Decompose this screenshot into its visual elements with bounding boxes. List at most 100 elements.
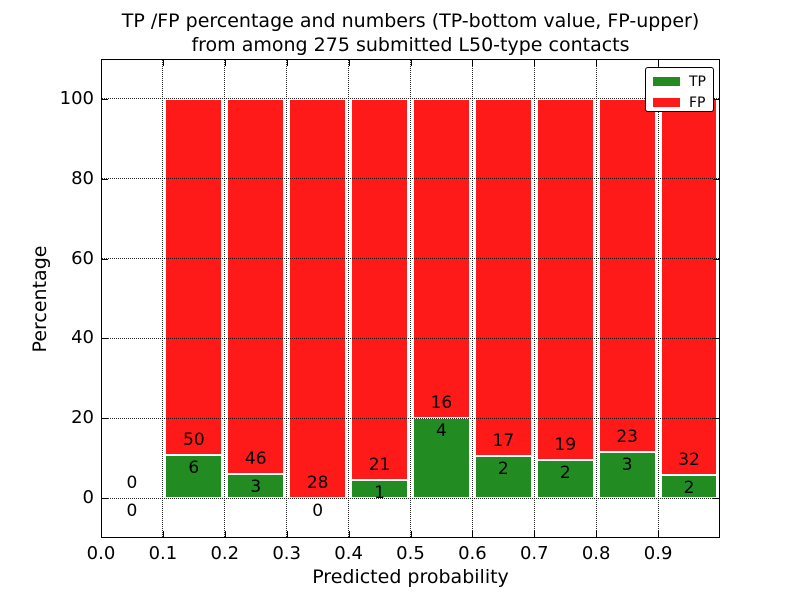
fp-count-3: 28	[306, 473, 329, 494]
y-tick-right-100	[713, 98, 719, 100]
tp-bar-9	[660, 474, 718, 499]
x-tick-bottom-0.3	[286, 531, 288, 537]
tp-count-6: 2	[497, 459, 509, 480]
x-tick-top-0.2	[224, 60, 226, 66]
x-tick-top-0.4	[348, 60, 350, 66]
fp-bar-2	[227, 98, 285, 474]
y-tick-label-20: 20	[71, 407, 94, 429]
x-tick-top-0.3	[286, 60, 288, 66]
y-tick-right-0	[713, 498, 719, 500]
x-tick-bottom-0.4	[348, 531, 350, 537]
y-tick-left-0	[102, 498, 108, 500]
y-tick-label-40: 40	[71, 327, 94, 349]
tp-count-2: 3	[250, 476, 262, 497]
y-tick-left-80	[102, 178, 108, 180]
x-tick-top-0.8	[596, 60, 598, 66]
tp-count-9: 2	[683, 477, 695, 498]
y-tick-left-60	[102, 258, 108, 260]
x-tick-label-0.1: 0.1	[148, 543, 178, 564]
fp-bar-7	[536, 98, 594, 461]
x-tick-top-0.7	[534, 60, 536, 66]
fp-count-9: 32	[678, 449, 700, 470]
legend-label-fp: FP	[689, 94, 706, 111]
tp-bar-7	[536, 460, 594, 499]
x-tick-label-0.5: 0.5	[396, 543, 425, 564]
chart-title-line1: TP /FP percentage and numbers (TP-bottom…	[121, 10, 700, 32]
x-gridline-0.5	[410, 60, 411, 537]
tp-count-4: 1	[374, 482, 385, 503]
x-axis-label: Predicted probability	[312, 566, 509, 588]
x-tick-bottom-0.9	[658, 531, 660, 537]
tp-bar-4	[351, 479, 408, 499]
y-tick-right-80	[713, 178, 719, 180]
fp-swatch-icon	[653, 98, 680, 107]
fp-count-1: 50	[183, 430, 205, 451]
x-tick-top-0.6	[472, 60, 474, 66]
x-tick-label-0.3: 0.3	[272, 543, 301, 564]
y-tick-label-60: 60	[71, 247, 94, 269]
x-tick-bottom-0.0	[101, 531, 102, 537]
chart-title-line2: from among 275 submitted L50-type contac…	[191, 34, 630, 56]
x-gridline-0.1	[162, 60, 164, 537]
tp-bar-2	[227, 473, 285, 499]
tp-bar-8	[598, 452, 656, 499]
y-tick-right-40	[713, 338, 719, 340]
y-tick-right-60	[713, 258, 719, 260]
fp-bar-1	[165, 98, 223, 456]
fp-count-4: 21	[368, 454, 391, 475]
x-gridline-0.8	[595, 60, 597, 537]
x-gridline-0.2	[224, 60, 226, 537]
tp-bar-6	[474, 456, 532, 499]
tp-count-0: 0	[126, 501, 138, 522]
y-tick-label-100: 100	[59, 87, 94, 109]
x-tick-bottom-0.5	[410, 531, 412, 537]
legend-label-tp: TP	[689, 73, 706, 90]
fp-bar-3	[289, 98, 347, 499]
x-tick-bottom-0.1	[162, 531, 164, 537]
chart-title: TP /FP percentage and numbers (TP-bottom…	[101, 9, 720, 57]
x-tick-bottom-0.6	[472, 531, 474, 537]
y-tick-left-40	[102, 338, 108, 340]
x-tick-label-0.4: 0.4	[334, 543, 363, 564]
tp-swatch-icon	[653, 77, 680, 86]
tp-count-8: 3	[621, 455, 633, 476]
x-gridline-0.7	[533, 60, 535, 537]
fp-bar-4	[351, 98, 408, 480]
x-tick-label-0.9: 0.9	[643, 543, 673, 564]
tp-count-5: 4	[436, 421, 447, 442]
fp-count-6: 17	[492, 431, 515, 452]
x-gridline-0.3	[286, 60, 288, 537]
x-gridline-0.4	[348, 60, 350, 537]
x-tick-label-0.6: 0.6	[458, 543, 487, 564]
x-tick-top-0.9	[658, 60, 660, 66]
x-tick-bottom-0.2	[224, 531, 226, 537]
fp-count-2: 46	[244, 448, 267, 469]
y-tick-label-80: 80	[71, 167, 94, 189]
fp-count-8: 23	[616, 427, 638, 448]
tp-bar-1	[165, 455, 223, 499]
legend-item-fp: FP	[653, 94, 713, 111]
x-gridline-0.9	[657, 60, 659, 537]
tp-count-3: 0	[312, 501, 324, 522]
x-gridline-0.6	[471, 60, 473, 537]
legend-item-tp: TP	[653, 73, 713, 90]
y-tick-left-20	[102, 418, 108, 420]
x-tick-bottom-0.7	[534, 531, 536, 537]
y-tick-label-0: 0	[82, 487, 94, 509]
fp-count-0: 0	[126, 473, 138, 494]
x-tick-top-0.1	[162, 60, 164, 66]
fp-bar-9	[660, 98, 718, 475]
legend: TP FP	[645, 67, 714, 112]
x-tick-label-0.0: 0.0	[86, 543, 116, 564]
x-tick-top-0.5	[410, 60, 412, 66]
x-tick-top-0.0	[101, 60, 102, 66]
y-tick-right-20	[713, 418, 719, 420]
x-tick-bottom-0.8	[596, 531, 598, 537]
fp-bar-8	[598, 98, 656, 453]
fp-bar-6	[474, 98, 532, 457]
tp-count-7: 2	[559, 463, 571, 484]
x-tick-label-0.2: 0.2	[210, 543, 240, 564]
x-tick-label-0.8: 0.8	[581, 543, 611, 564]
tp-count-1: 6	[188, 458, 200, 479]
x-tick-label-0.7: 0.7	[519, 543, 549, 564]
